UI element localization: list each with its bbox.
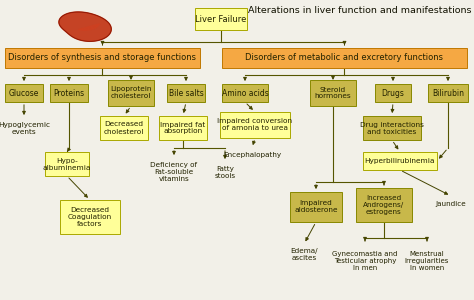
Text: Increased
Androgens/
estrogens: Increased Androgens/ estrogens xyxy=(364,195,405,215)
Polygon shape xyxy=(59,12,111,41)
Text: Impaired
aldosterone: Impaired aldosterone xyxy=(294,200,338,214)
FancyBboxPatch shape xyxy=(363,152,437,170)
Text: Decreased
cholesterol: Decreased cholesterol xyxy=(104,122,144,134)
Text: Alterations in liver function and manifestations of liver failure: Alterations in liver function and manife… xyxy=(248,6,474,15)
Text: Deficiency of
Fat-soluble
vitamins: Deficiency of Fat-soluble vitamins xyxy=(151,162,198,182)
FancyBboxPatch shape xyxy=(375,84,411,102)
FancyBboxPatch shape xyxy=(100,116,148,140)
Text: Impaired fat
absorption: Impaired fat absorption xyxy=(160,122,206,134)
FancyBboxPatch shape xyxy=(108,80,154,106)
Text: Liver Failure: Liver Failure xyxy=(195,14,246,23)
FancyBboxPatch shape xyxy=(60,200,120,234)
FancyBboxPatch shape xyxy=(159,116,207,140)
FancyBboxPatch shape xyxy=(363,116,421,140)
FancyBboxPatch shape xyxy=(222,48,467,68)
Text: Hypo-
albuminemia: Hypo- albuminemia xyxy=(43,158,91,170)
Text: Menstrual
Irregularities
In women: Menstrual Irregularities In women xyxy=(405,251,449,271)
FancyBboxPatch shape xyxy=(45,152,89,176)
Text: Amino acids: Amino acids xyxy=(222,88,268,98)
Text: Drug interactions
and toxicities: Drug interactions and toxicities xyxy=(360,122,424,134)
Text: Gynecomastia and
Testicular atrophy
In men: Gynecomastia and Testicular atrophy In m… xyxy=(332,251,398,271)
Polygon shape xyxy=(79,24,100,30)
Text: Disorders of metabolic and excretory functions: Disorders of metabolic and excretory fun… xyxy=(246,53,444,62)
FancyBboxPatch shape xyxy=(50,84,88,102)
Text: Decreased
Coagulation
factors: Decreased Coagulation factors xyxy=(68,207,112,227)
Text: Fatty
stools: Fatty stools xyxy=(214,167,236,179)
Text: Impaired conversion
of amonia to urea: Impaired conversion of amonia to urea xyxy=(218,118,292,131)
FancyBboxPatch shape xyxy=(222,84,268,102)
Text: Drugs: Drugs xyxy=(382,88,404,98)
Text: Steroid
hormones: Steroid hormones xyxy=(315,86,351,100)
FancyBboxPatch shape xyxy=(5,84,43,102)
Text: Lipoprotein
cholesterol: Lipoprotein cholesterol xyxy=(110,86,152,100)
Text: Proteins: Proteins xyxy=(54,88,84,98)
FancyBboxPatch shape xyxy=(5,48,200,68)
Text: Jaundice: Jaundice xyxy=(436,201,466,207)
FancyBboxPatch shape xyxy=(195,8,247,30)
Text: Edema/
ascites: Edema/ ascites xyxy=(290,248,318,262)
FancyBboxPatch shape xyxy=(428,84,468,102)
FancyBboxPatch shape xyxy=(356,188,412,222)
Text: Bilirubin: Bilirubin xyxy=(432,88,464,98)
FancyBboxPatch shape xyxy=(220,112,290,138)
Text: Glucose: Glucose xyxy=(9,88,39,98)
FancyBboxPatch shape xyxy=(167,84,205,102)
Text: Bile salts: Bile salts xyxy=(169,88,203,98)
FancyBboxPatch shape xyxy=(310,80,356,106)
Text: Encephalopathy: Encephalopathy xyxy=(223,152,281,158)
FancyBboxPatch shape xyxy=(290,192,342,222)
Text: Hyperbilirubinemia: Hyperbilirubinemia xyxy=(365,158,435,164)
Text: Hypoglycemic
events: Hypoglycemic events xyxy=(0,122,50,136)
Text: Disorders of synthesis and storage functions: Disorders of synthesis and storage funct… xyxy=(9,53,197,62)
